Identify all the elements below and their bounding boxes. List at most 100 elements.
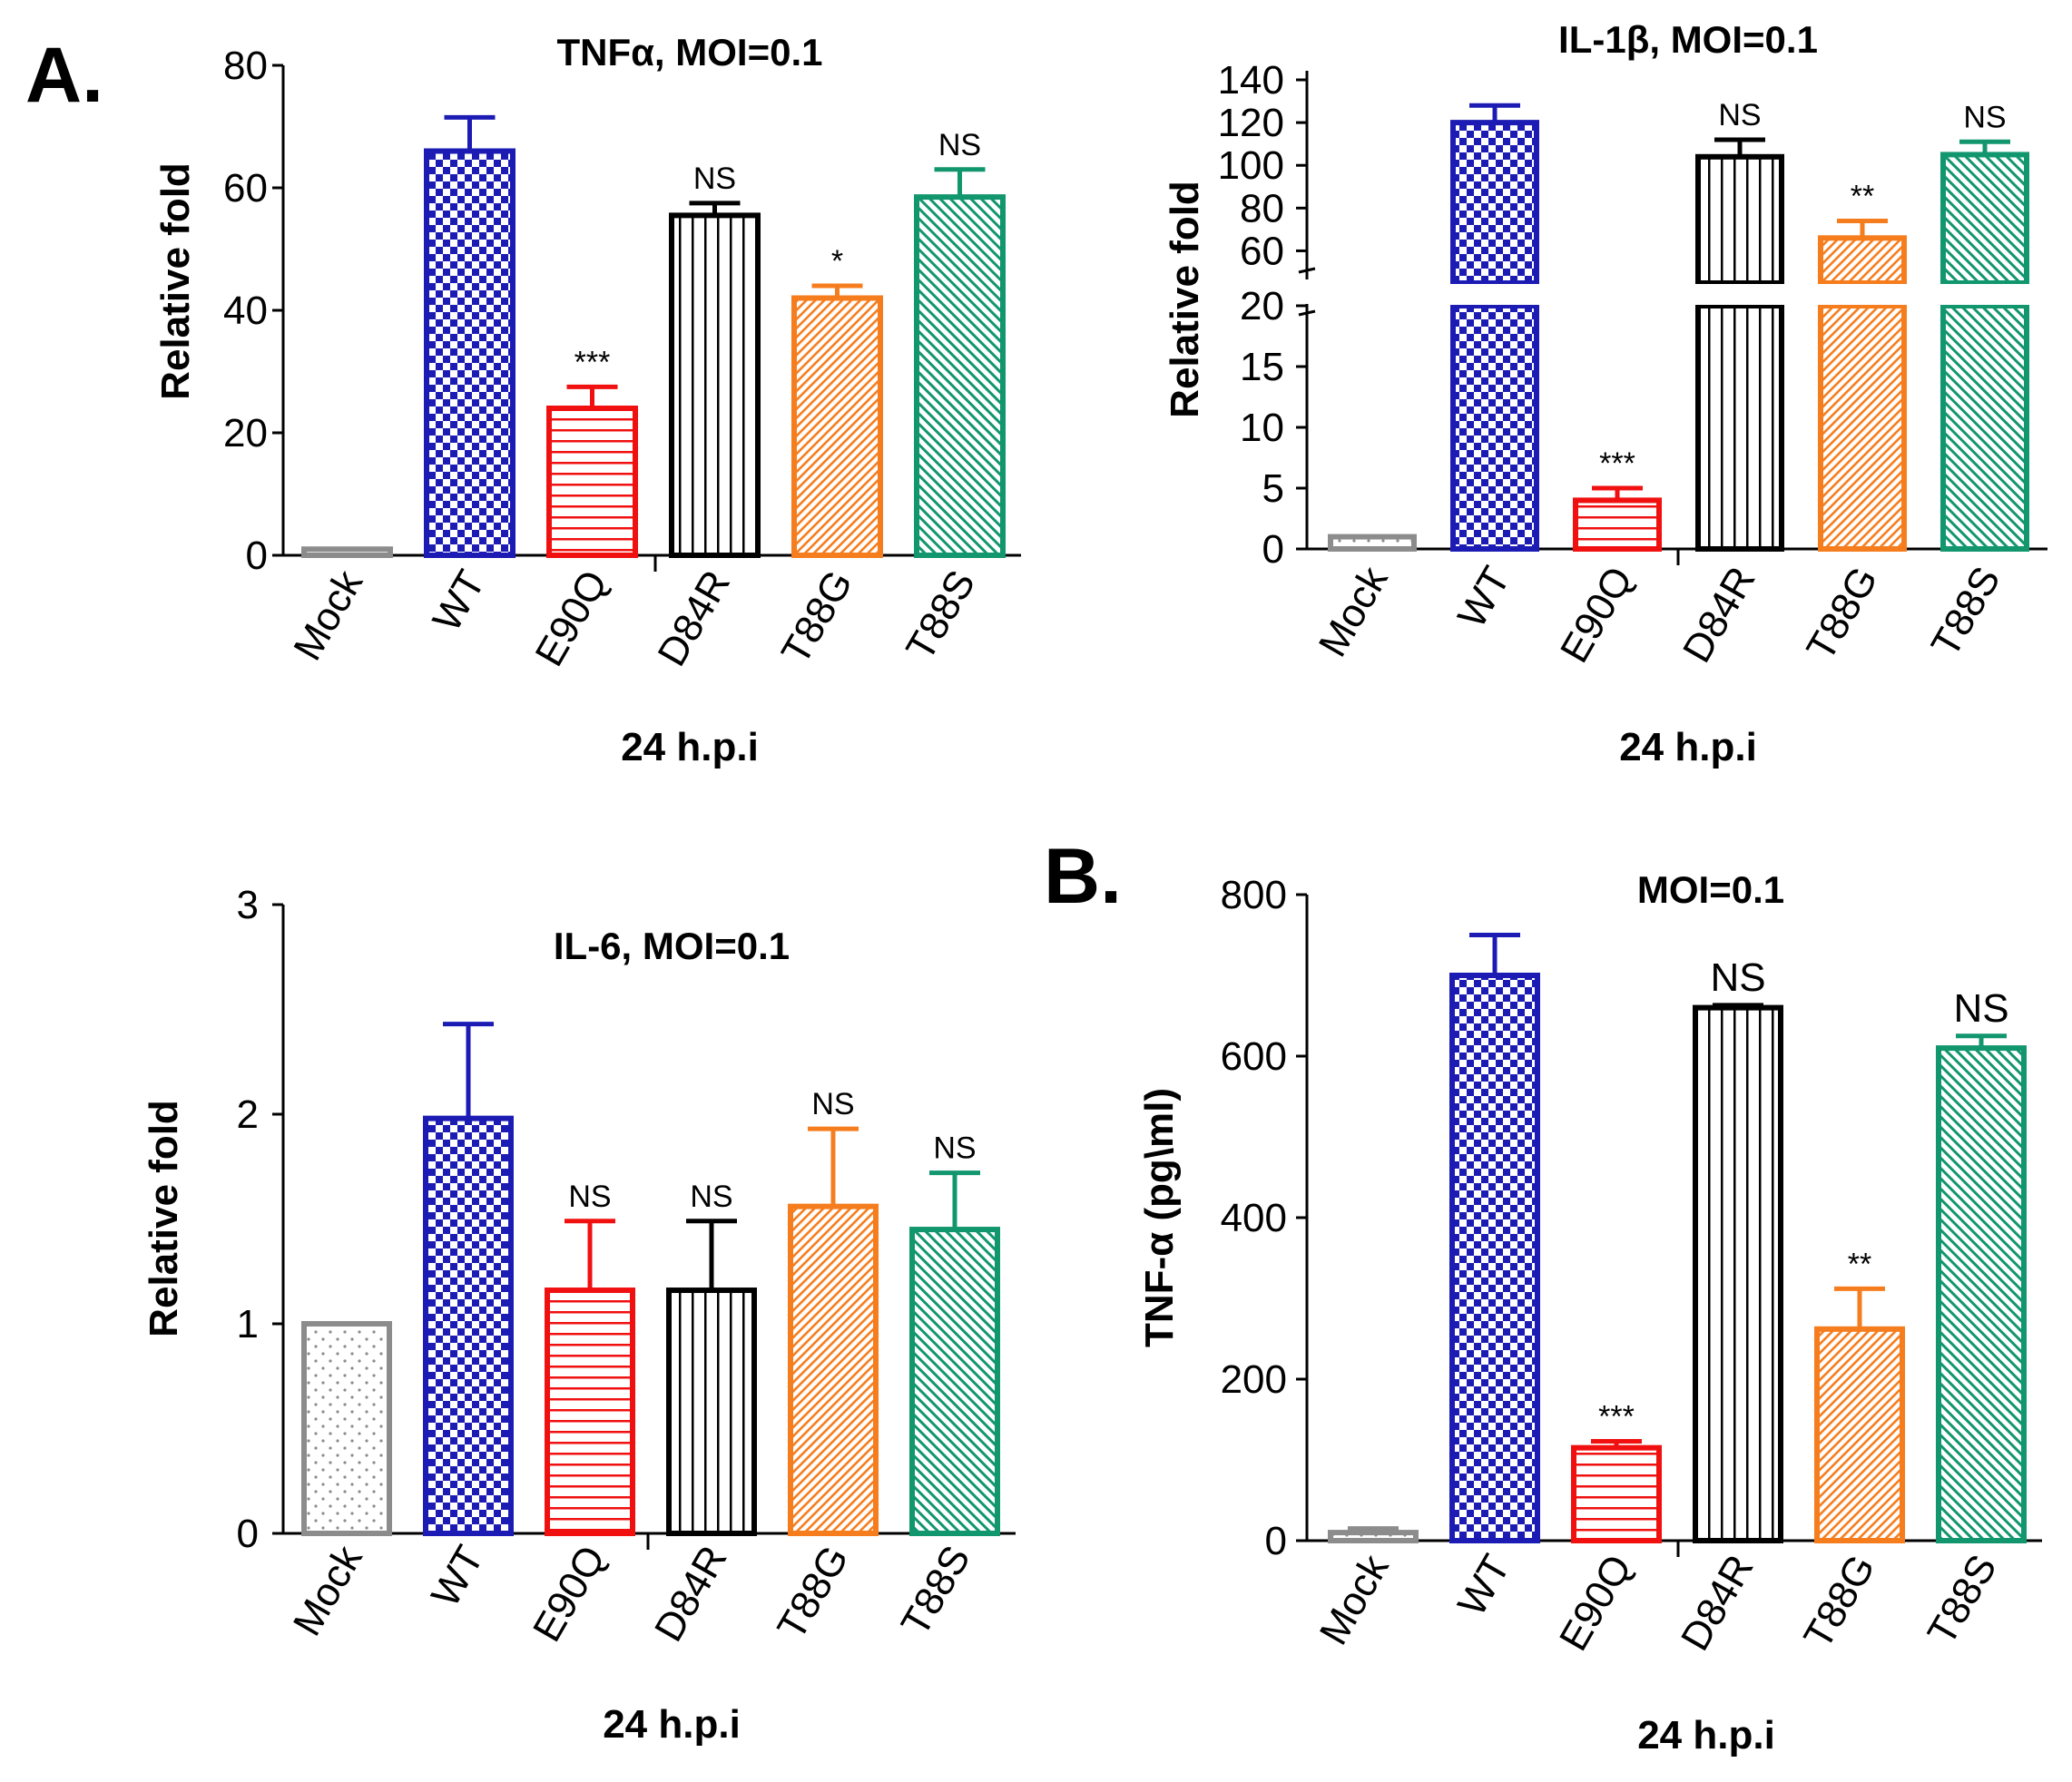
category-label: WT: [425, 563, 495, 640]
y-axis-label: Relative fold: [142, 1100, 186, 1337]
chart-title: TNFα, MOI=0.1: [556, 31, 822, 73]
significance-label: NS: [811, 1087, 854, 1121]
category-label: T88G: [1798, 560, 1886, 669]
bar-T88S: [909, 1227, 1000, 1537]
bar-break-gap: [1939, 284, 2030, 305]
y-tick-label: 0: [1265, 1519, 1287, 1563]
significance-label: ***: [1598, 1400, 1635, 1434]
category-label: WT: [1449, 1548, 1519, 1624]
significance-label: ***: [1599, 446, 1635, 481]
chart-il6: 0 1 2 3 Mock WT NS E90Q NS D84R NS T88G NS T88S IL-6, …: [142, 883, 1016, 1747]
y-tick-label: 15: [1240, 345, 1284, 389]
significance-label: NS: [933, 1131, 976, 1166]
significance-label: **: [1848, 1247, 1871, 1281]
bar-E90Q: [546, 406, 638, 558]
bar-T88S: [1940, 152, 2029, 286]
y-tick-label: 80: [223, 44, 268, 88]
chart-tnfa_elisa: 0 200 400 600 800 Mock WT *** E90Q NS D84R ** T88G NS…: [1137, 868, 2042, 1758]
significance-label: NS: [1953, 986, 2008, 1031]
panel-letter-a: A.: [25, 32, 103, 119]
y-tick-label: 5: [1262, 466, 1284, 511]
category-label: T88S: [893, 1539, 979, 1644]
bar-break-gap: [1817, 284, 1908, 305]
y-tick-label: 200: [1221, 1357, 1287, 1402]
significance-label: *: [831, 244, 843, 279]
bar-E90Q: [1573, 497, 1662, 553]
category-label: D84R: [1673, 1548, 1763, 1659]
category-label: WT: [423, 1539, 493, 1615]
x-axis-title: 24 h.p.i: [1619, 725, 1757, 769]
y-tick-label: 40: [223, 289, 268, 333]
significance-label: NS: [938, 128, 981, 162]
bar-break-gap: [1449, 284, 1540, 305]
y-axis-label: TNF-α (pg\ml): [1137, 1088, 1182, 1347]
bar-E90Q: [1571, 1444, 1662, 1544]
significance-label: NS: [1710, 955, 1765, 1000]
category-label: E90Q: [525, 1539, 614, 1650]
bar-WT: [424, 148, 516, 558]
chart-title: IL-1β, MOI=0.1: [1558, 18, 1818, 61]
significance-label: NS: [693, 162, 736, 196]
bar-break-gap: [1694, 284, 1785, 305]
y-axis-label: Relative fold: [1163, 181, 1207, 418]
bar-D84R: [666, 1288, 757, 1537]
y-tick-label: 60: [1240, 229, 1284, 273]
bar-T88S-lower: [1940, 303, 2029, 552]
category-label: E90Q: [1551, 1548, 1641, 1659]
bar-E90Q: [545, 1288, 635, 1537]
bar-Mock: [1328, 1530, 1419, 1543]
significance-label: NS: [690, 1180, 732, 1214]
category-label: D84R: [646, 1539, 736, 1650]
y-tick-label: 800: [1221, 873, 1287, 917]
x-axis-title: 24 h.p.i: [1637, 1713, 1775, 1758]
bar-T88G: [788, 1203, 879, 1536]
y-tick-label: 140: [1218, 58, 1284, 103]
bar-T88S: [914, 194, 1006, 558]
x-axis-title: 24 h.p.i: [603, 1702, 741, 1747]
bar-T88G: [791, 295, 883, 558]
y-tick-label: 0: [237, 1512, 259, 1556]
bar-T88G: [1814, 1326, 1905, 1543]
chart-title: MOI=0.1: [1637, 868, 1784, 911]
y-tick-label: 0: [1262, 527, 1284, 572]
bar-WT: [423, 1115, 514, 1536]
y-tick-label: 600: [1221, 1034, 1287, 1079]
category-label: Mock: [1311, 1547, 1398, 1652]
axis-break-mark: [1298, 267, 1316, 274]
y-axis-label: Relative fold: [153, 162, 198, 400]
category-label: D84R: [649, 563, 739, 674]
significance-label: ***: [574, 345, 611, 379]
bar-Mock: [301, 1321, 392, 1536]
y-tick-label: 60: [223, 166, 268, 211]
chart-title: IL-6, MOI=0.1: [554, 925, 790, 967]
category-label: E90Q: [526, 563, 616, 674]
bar-T88G-lower: [1818, 303, 1907, 552]
category-label: T88S: [1920, 1548, 2006, 1653]
bar-D84R: [1695, 153, 1784, 286]
y-tick-label: 10: [1240, 406, 1284, 450]
bar-T88S: [1936, 1045, 2027, 1543]
category-label: T88G: [773, 563, 861, 672]
category-label: D84R: [1674, 560, 1764, 671]
y-tick-label: 400: [1221, 1196, 1287, 1240]
category-label: T88G: [769, 1539, 857, 1648]
significance-label: NS: [568, 1180, 611, 1214]
y-tick-label: 2: [237, 1092, 259, 1137]
category-label: E90Q: [1552, 560, 1642, 671]
bar-T88G: [1818, 235, 1907, 286]
bar-Mock: [301, 546, 393, 558]
category-label: WT: [1449, 560, 1519, 636]
bar-Mock: [1328, 534, 1417, 552]
bar-WT: [1449, 973, 1540, 1543]
category-label: Mock: [285, 1538, 371, 1643]
category-label: T88S: [1923, 560, 2009, 665]
y-tick-label: 80: [1240, 186, 1284, 230]
significance-label: **: [1851, 179, 1874, 213]
y-tick-label: 100: [1218, 143, 1284, 188]
y-tick-label: 3: [237, 883, 259, 927]
y-tick-label: 20: [1240, 284, 1284, 328]
category-label: Mock: [285, 563, 371, 668]
